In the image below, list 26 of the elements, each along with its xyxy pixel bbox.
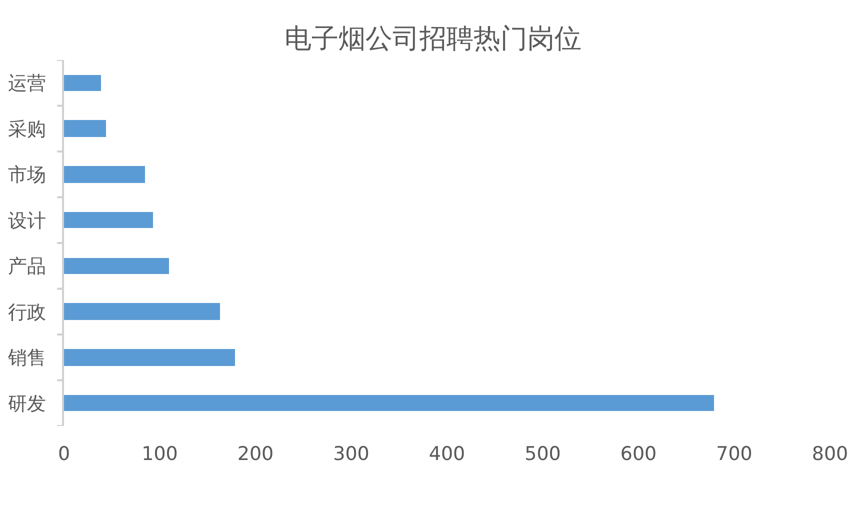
y-tick-label: 设计: [8, 210, 46, 232]
bar: [64, 349, 235, 366]
bar: [64, 166, 145, 183]
x-tick-label: 300: [333, 443, 370, 465]
bar: [64, 75, 101, 91]
bar: [64, 258, 169, 274]
y-tick-label: 行政: [8, 301, 46, 324]
x-tick-label: 500: [524, 443, 561, 465]
chart-title: 电子烟公司招聘热门岗位: [284, 23, 582, 54]
x-tick-label: 200: [237, 443, 274, 465]
bar: [64, 395, 714, 411]
y-tick-label: 采购: [8, 118, 46, 140]
x-tick-label: 0: [58, 443, 70, 465]
x-tick-label: 800: [812, 443, 848, 465]
y-tick-label: 市场: [8, 164, 46, 186]
y-tick-label: 运营: [8, 72, 46, 95]
y-tick-label: 研发: [8, 392, 46, 415]
bar: [64, 120, 106, 137]
x-tick-label: 700: [716, 443, 752, 465]
x-tick-label: 600: [620, 443, 657, 465]
y-tick-label: 产品: [8, 256, 46, 278]
x-tick-label: 100: [142, 443, 178, 465]
bar: [64, 212, 153, 228]
x-tick-label: 400: [428, 443, 466, 465]
bar: [64, 303, 220, 320]
y-tick-label: 销售: [7, 347, 46, 370]
